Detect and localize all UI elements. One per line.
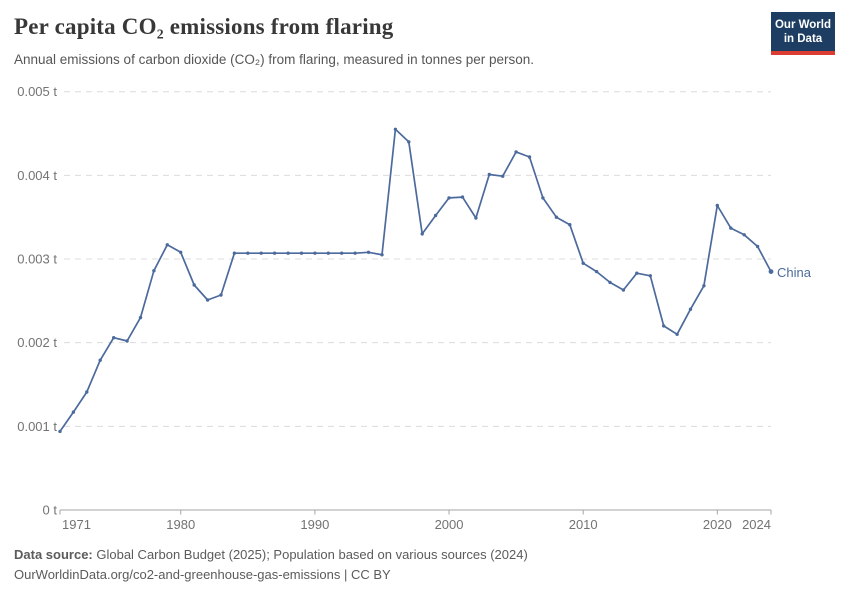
- series-point[interactable]: [232, 251, 237, 255]
- series-point[interactable]: [219, 293, 223, 297]
- owid-logo[interactable]: Our World in Data: [771, 12, 835, 55]
- series-point[interactable]: [272, 251, 277, 255]
- x-axis-tick-label: 2024: [742, 517, 771, 532]
- x-axis-tick-label: 1980: [166, 517, 195, 532]
- chart-title: Per capita CO₂ emissions from flaring: [14, 14, 394, 39]
- series-point[interactable]: [98, 358, 102, 362]
- y-axis-tick-label: 0.005 t: [17, 84, 57, 99]
- series-point[interactable]: [715, 203, 719, 208]
- series-point[interactable]: [407, 140, 411, 144]
- series-point[interactable]: [568, 223, 572, 227]
- series-point[interactable]: [433, 213, 438, 218]
- series-point[interactable]: [608, 280, 612, 285]
- series-point[interactable]: [541, 196, 545, 200]
- owid-logo-line2: in Data: [783, 33, 823, 45]
- series-point[interactable]: [192, 283, 196, 287]
- series-point[interactable]: [366, 250, 371, 254]
- series-point[interactable]: [286, 251, 290, 255]
- x-axis-tick-label: 2020: [703, 517, 732, 532]
- owid-logo-box: Our World in Data: [771, 12, 835, 51]
- series-point[interactable]: [179, 250, 183, 254]
- series-point[interactable]: [729, 226, 733, 230]
- series-point[interactable]: [460, 195, 465, 199]
- data-source-text: Global Carbon Budget (2025); Population …: [92, 547, 528, 562]
- series-point[interactable]: [380, 253, 384, 257]
- chart-footer: Data source: Global Carbon Budget (2025)…: [14, 545, 836, 585]
- series-point[interactable]: [71, 410, 76, 414]
- series-point[interactable]: [554, 215, 559, 219]
- series-point[interactable]: [594, 269, 599, 274]
- series-point[interactable]: [125, 339, 129, 343]
- series-point[interactable]: [447, 196, 451, 200]
- series-point[interactable]: [474, 216, 478, 220]
- series-point[interactable]: [353, 251, 357, 255]
- series-point[interactable]: [85, 390, 89, 394]
- series-point[interactable]: [112, 336, 116, 340]
- series-point[interactable]: [393, 127, 398, 131]
- series-point[interactable]: [635, 271, 639, 275]
- series-point[interactable]: [527, 155, 532, 159]
- owid-logo-line1: Our World: [774, 19, 831, 31]
- series-point[interactable]: [259, 251, 263, 255]
- series-point[interactable]: [246, 251, 250, 255]
- series-point[interactable]: [420, 232, 424, 236]
- series-point[interactable]: [755, 244, 760, 249]
- series-point[interactable]: [58, 429, 62, 434]
- x-axis-tick-label: 1990: [300, 517, 329, 532]
- y-axis-tick-label: 0 t: [43, 503, 58, 518]
- series-point[interactable]: [487, 172, 491, 177]
- series-point[interactable]: [702, 284, 706, 288]
- x-axis-tick-label: 2000: [435, 517, 464, 532]
- series-point[interactable]: [165, 243, 169, 247]
- x-axis-tick-label: 1971: [62, 517, 91, 532]
- citation-link[interactable]: OurWorldinData.org/co2-and-greenhouse-ga…: [14, 567, 391, 582]
- data-source-line: Data source: Global Carbon Budget (2025)…: [14, 545, 836, 565]
- y-axis-tick-label: 0.001 t: [17, 419, 57, 434]
- series-point[interactable]: [742, 233, 746, 237]
- series-point[interactable]: [621, 288, 626, 292]
- series-endpoint[interactable]: [768, 269, 774, 274]
- owid-logo-accent-bar: [771, 51, 835, 55]
- series-point[interactable]: [688, 307, 693, 311]
- chart-subtitle: Annual emissions of carbon dioxide (CO₂)…: [14, 52, 534, 67]
- series-point[interactable]: [662, 324, 666, 328]
- series-point[interactable]: [152, 269, 156, 273]
- series-point[interactable]: [501, 174, 505, 178]
- series-label-china[interactable]: China: [777, 265, 812, 280]
- series-point[interactable]: [675, 332, 679, 336]
- series-point[interactable]: [326, 251, 330, 255]
- series-point[interactable]: [340, 251, 344, 255]
- x-axis-tick-label: 2010: [569, 517, 598, 532]
- series-point[interactable]: [205, 298, 210, 302]
- series-line-china[interactable]: [59, 128, 772, 433]
- series-point[interactable]: [514, 150, 518, 154]
- series-point[interactable]: [581, 261, 585, 265]
- y-axis-tick-label: 0.002 t: [17, 335, 57, 350]
- y-axis-tick-label: 0.004 t: [17, 168, 57, 183]
- data-source-label: Data source:: [14, 547, 93, 562]
- y-axis-tick-label: 0.003 t: [17, 252, 57, 267]
- series-point[interactable]: [299, 251, 304, 255]
- series-point[interactable]: [138, 315, 143, 320]
- series-point[interactable]: [648, 274, 652, 278]
- series-point[interactable]: [313, 251, 317, 255]
